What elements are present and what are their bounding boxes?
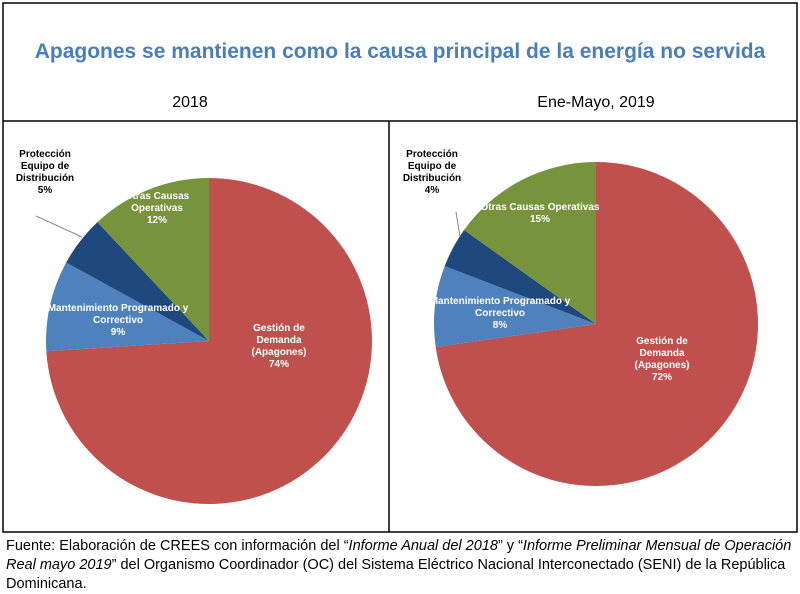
source-text: Informe Preliminar Mensual de Operación … <box>6 538 792 573</box>
frame <box>2 2 798 533</box>
slice-label: Otras Causas Operativas <box>481 202 600 213</box>
slice-label: Otras Causas Operativas <box>125 191 190 214</box>
pie-slice <box>444 230 596 324</box>
pie-slice <box>46 262 209 352</box>
pie-slice <box>435 162 758 486</box>
pie-slice <box>46 178 372 504</box>
slice-label: Protección Equipo de Distribución <box>403 149 461 184</box>
value-label: 5% <box>38 185 53 196</box>
chart-subtitle: 2018 <box>172 94 208 111</box>
pie-slice <box>66 222 209 341</box>
value-label: 8% <box>493 320 508 331</box>
value-label: 4% <box>425 185 440 196</box>
source-text: Informe Anual del 2018 <box>348 538 498 554</box>
slice-label: Mantenimiento Programado y Correctivo <box>48 303 189 326</box>
leader-line <box>35 215 83 238</box>
slice-label: Mantenimiento Programado y Correctivo <box>430 296 571 319</box>
source-text: ” y “ <box>497 538 523 554</box>
pie-slice <box>464 162 596 324</box>
source-note: Fuente: Elaboración de CREES con informa… <box>6 537 796 594</box>
value-label: 15% <box>530 214 550 225</box>
source-text: ” del Organismo Coordinador (OC) del Sis… <box>6 557 786 592</box>
value-label: 9% <box>111 327 126 338</box>
pie-slice <box>97 178 209 341</box>
leader-line <box>455 211 461 238</box>
slice-label: Gestión de Demanda (Apagones) <box>635 336 690 371</box>
value-label: 72% <box>652 372 672 383</box>
main-title: Apagones se mantienen como la causa prin… <box>35 40 766 63</box>
slice-label: Gestión de Demanda (Apagones) <box>252 323 307 358</box>
value-label: 74% <box>269 359 289 370</box>
chart-subtitle: Ene-Mayo, 2019 <box>537 94 655 111</box>
source-text: Fuente: Elaboración de CREES con informa… <box>6 538 349 554</box>
pie-slice <box>434 266 596 348</box>
slice-label: Protección Equipo de Distribución <box>16 149 74 184</box>
value-label: 12% <box>147 215 167 226</box>
